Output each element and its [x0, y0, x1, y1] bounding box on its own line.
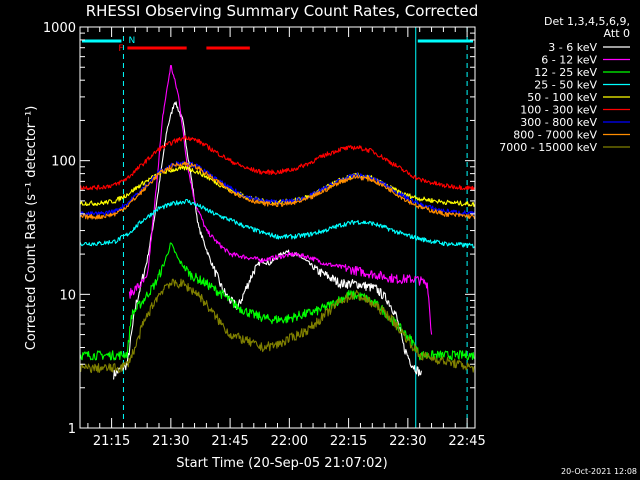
- series-line-8: [79, 278, 476, 374]
- series-line-3: [79, 198, 475, 249]
- series-layer: [79, 64, 476, 380]
- legend-entry-label: 25 - 50 keV: [534, 79, 597, 92]
- x-tick-label: 21:30: [152, 434, 189, 449]
- series-line-5: [79, 135, 476, 191]
- series-line-2: [79, 242, 475, 361]
- y-tick-label: 1000: [43, 21, 76, 36]
- flare-flag-label: F: [118, 44, 123, 54]
- axis-layer: 1 10 100 1000 21:15 21:30 21:45 22:00 22:15 22:30…: [43, 21, 486, 449]
- legend-entry-label: 50 - 100 keV: [527, 91, 597, 104]
- series-line-0: [113, 101, 422, 380]
- legend-entry-label: 6 - 12 keV: [541, 54, 597, 67]
- legend-attenuator: Att 0: [604, 27, 630, 40]
- x-tick-label: 22:00: [271, 434, 308, 449]
- x-tick-label: 22:15: [330, 434, 367, 449]
- y-tick-label: 10: [59, 288, 76, 303]
- legend-entry-label: 800 - 7000 keV: [513, 129, 597, 142]
- night-flag-label: N: [128, 36, 135, 46]
- series-line-1: [128, 64, 433, 335]
- y-tick-label: 100: [51, 155, 76, 170]
- series-line-7: [79, 161, 476, 220]
- x-tick-label: 21:15: [93, 434, 130, 449]
- legend-entry-label: 3 - 6 keV: [548, 41, 597, 54]
- legend-detectors: Det 1,3,4,5,6,9,: [544, 15, 630, 28]
- y-tick-label: 1: [68, 422, 76, 437]
- legend-entry-label: 7000 - 15000 keV: [499, 141, 597, 154]
- generation-timestamp: 20-Oct-2021 12:08: [561, 467, 637, 476]
- y-axis-label: Corrected Count Rate (s⁻¹ detector⁻¹): [24, 106, 39, 351]
- x-tick-label: 22:45: [448, 434, 485, 449]
- flag-layer: NF: [82, 27, 473, 428]
- x-axis-label: Start Time (20-Sep-05 21:07:02): [176, 456, 387, 471]
- legend-entry-label: 300 - 800 keV: [520, 116, 597, 129]
- series-line-4: [79, 165, 476, 207]
- x-tick-label: 21:45: [211, 434, 248, 449]
- legend-entry-label: 12 - 25 keV: [534, 66, 597, 79]
- legend-entry-label: 100 - 300 keV: [520, 104, 597, 117]
- chart-title: RHESSI Observing Summary Count Rates, Co…: [86, 2, 479, 20]
- x-tick-label: 22:30: [389, 434, 426, 449]
